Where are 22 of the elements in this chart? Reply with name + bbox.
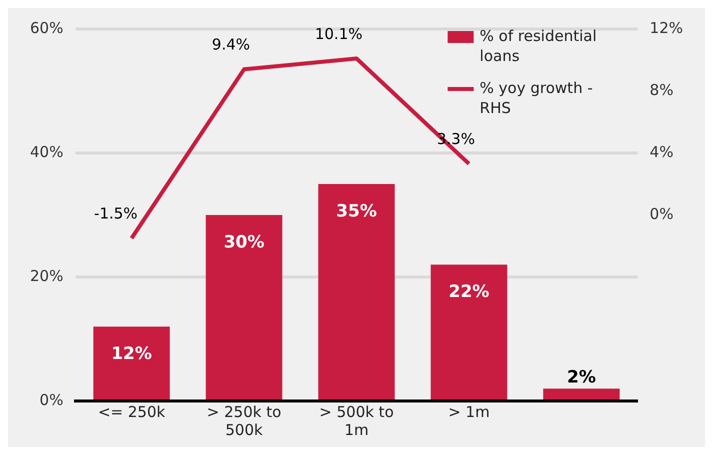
y2-tick-label: 12% [650, 18, 684, 37]
data-label: 10.1% [314, 24, 362, 43]
x-tick-label: > 1m [448, 402, 490, 421]
legend-label: % yoy growth - RHS [480, 78, 593, 117]
y-tick-label: 20% [30, 266, 64, 285]
x-tick-label: > 500k to 1m [319, 402, 394, 439]
x-tick-label: <= 250k [98, 402, 166, 421]
data-label: 12% [111, 344, 152, 364]
y2-tick-label: 8% [650, 80, 674, 99]
data-label: 22% [448, 282, 490, 302]
data-label: 9.4% [212, 36, 250, 54]
data-label: 30% [224, 232, 264, 252]
y-tick-label: 40% [30, 142, 64, 161]
data-label: 2% [566, 368, 596, 388]
y2-tick-label: 0% [650, 204, 674, 223]
y-tick-label: 0% [40, 390, 64, 409]
legend-label: % of residential loans [480, 26, 597, 65]
x-tick-label: > 250k to 500k [206, 402, 282, 439]
data-label: 35% [336, 201, 377, 222]
y2-tick-label: 4% [650, 142, 674, 161]
data-label: -1.5% [94, 204, 138, 223]
y-tick-label: 60% [30, 18, 64, 37]
